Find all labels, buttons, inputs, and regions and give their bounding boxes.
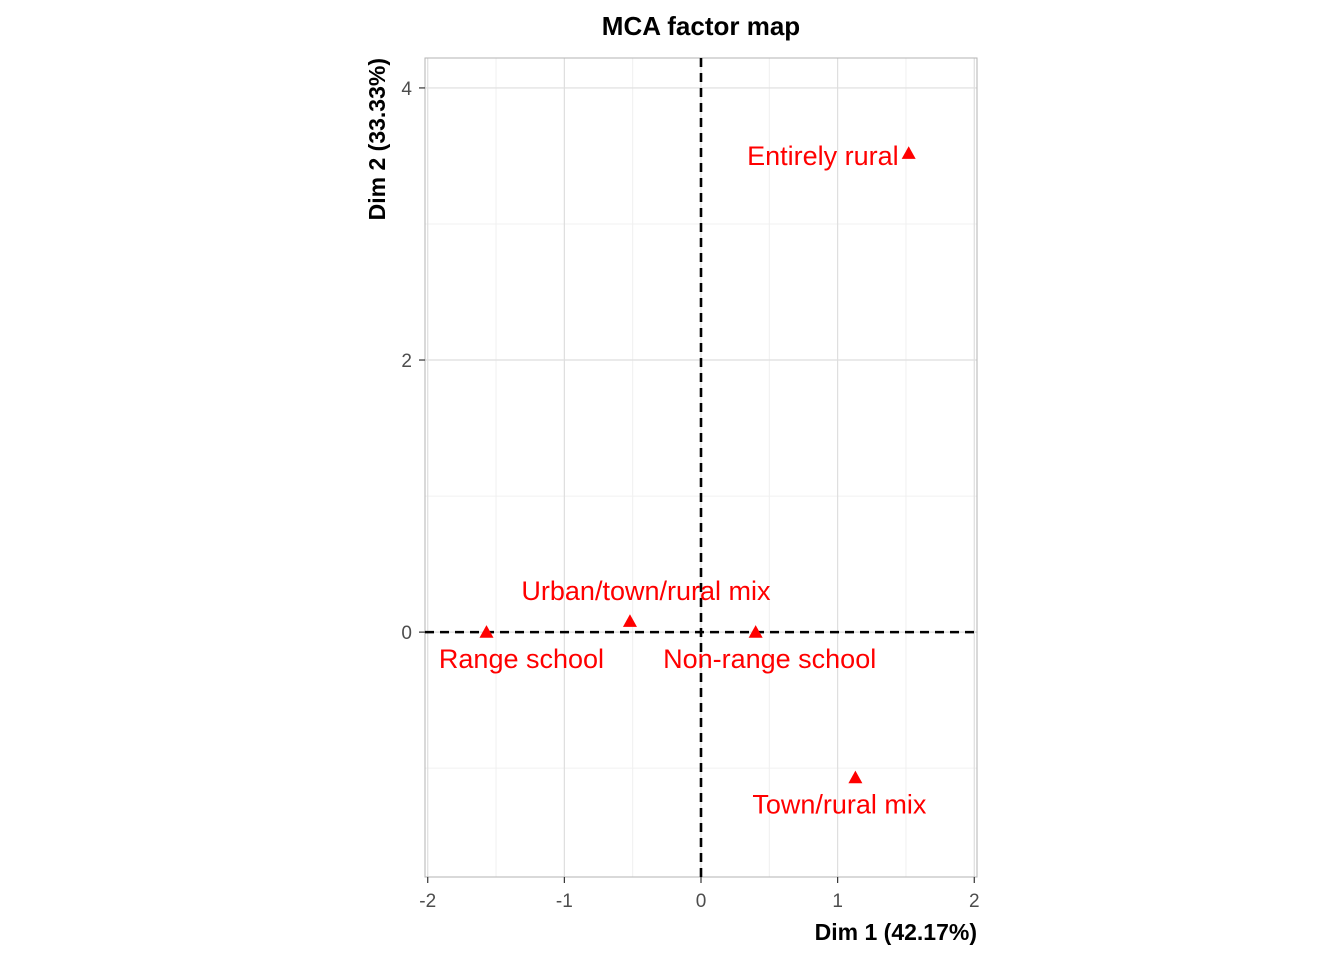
data-points: Entirely rural Urban/town/rural mix Range … — [439, 141, 927, 819]
x-tick-label: -1 — [556, 891, 573, 912]
point-label: Range school — [439, 644, 604, 674]
x-tick-label: 0 — [696, 891, 707, 912]
x-tick-label: 1 — [832, 891, 843, 912]
point-marker — [622, 614, 637, 627]
x-tick-label: 2 — [969, 891, 980, 912]
point-label: Entirely rural — [747, 141, 899, 171]
point-label: Non-range school — [663, 644, 876, 674]
chart-title: MCA factor map — [602, 11, 800, 41]
point-label: Town/rural mix — [752, 790, 927, 820]
point-label: Urban/town/rural mix — [521, 576, 771, 606]
y-tick-label: 0 — [401, 623, 412, 644]
point-marker — [848, 770, 863, 784]
x-tick-label: -2 — [419, 891, 436, 912]
reference-lines — [425, 58, 977, 877]
y-axis-title: Dim 2 (33.33%) — [364, 58, 390, 220]
point-marker — [901, 146, 916, 159]
point-marker — [748, 625, 763, 638]
axis-ticks: -2 -1 0 1 2 0 2 4 — [401, 79, 979, 912]
y-tick-label: 2 — [401, 351, 412, 372]
point-marker — [479, 625, 494, 638]
y-tick-label: 4 — [401, 79, 412, 100]
x-axis-title: Dim 1 (42.17%) — [815, 919, 977, 945]
